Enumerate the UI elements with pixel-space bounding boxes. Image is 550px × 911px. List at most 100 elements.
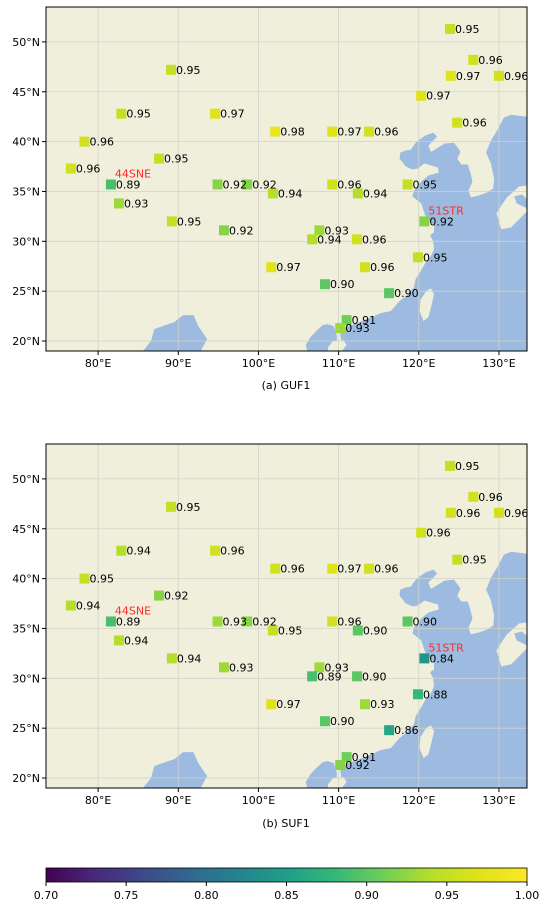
y-tick-label: 40°N bbox=[12, 136, 40, 149]
station-marker bbox=[166, 653, 177, 664]
station-value-label: 0.90 bbox=[330, 715, 355, 728]
station-marker bbox=[105, 616, 116, 627]
sea-area bbox=[514, 631, 527, 646]
station-value-label: 0.88 bbox=[423, 688, 448, 701]
x-tick-label: 130°E bbox=[482, 794, 515, 807]
station-marker bbox=[335, 760, 346, 771]
station-value-label: 0.97 bbox=[426, 90, 451, 103]
x-tick-label: 120°E bbox=[402, 357, 435, 370]
station-marker bbox=[412, 689, 423, 700]
station-value-label: 0.95 bbox=[126, 108, 150, 121]
station-value-label: 0.84 bbox=[429, 652, 454, 665]
x-tick-label: 130°E bbox=[482, 357, 515, 370]
station-marker bbox=[419, 653, 430, 664]
station-value-label: 0.96 bbox=[362, 233, 387, 246]
station-annotation: 44SNE bbox=[115, 604, 151, 617]
sea-area bbox=[514, 194, 527, 209]
y-tick-label: 20°N bbox=[12, 772, 40, 785]
station-marker bbox=[266, 262, 277, 273]
station-value-label: 0.94 bbox=[76, 600, 101, 613]
x-tick-label: 100°E bbox=[242, 357, 275, 370]
station-value-label: 0.91 bbox=[352, 314, 377, 327]
station-marker bbox=[341, 752, 352, 763]
station-value-label: 0.90 bbox=[363, 624, 388, 637]
station-value-label: 0.94 bbox=[278, 187, 303, 200]
station-marker bbox=[212, 179, 223, 190]
station-value-label: 0.95 bbox=[278, 624, 303, 637]
station-marker bbox=[314, 225, 325, 236]
station-marker bbox=[364, 563, 375, 574]
y-tick-label: 50°N bbox=[12, 36, 40, 49]
station-marker bbox=[402, 616, 413, 627]
station-annotation: 51STR bbox=[428, 204, 464, 217]
station-marker bbox=[113, 198, 124, 209]
station-value-label: 0.89 bbox=[317, 670, 342, 683]
map-panel-b: 0.950.960.96 0.960.950.960.94 0.960.950.96… bbox=[12, 443, 528, 807]
station-value-label: 0.93 bbox=[370, 698, 395, 711]
map-body bbox=[46, 7, 527, 351]
station-marker bbox=[319, 716, 330, 727]
island bbox=[419, 288, 434, 322]
y-tick-label: 20°N bbox=[12, 335, 40, 348]
station-value-label: 0.92 bbox=[252, 615, 276, 628]
station-value-label: 0.94 bbox=[124, 634, 148, 647]
station-value-label: 0.97 bbox=[337, 563, 362, 576]
station-marker bbox=[327, 126, 338, 137]
x-tick-label: 100°E bbox=[242, 794, 275, 807]
sea-area bbox=[143, 315, 208, 351]
station-marker bbox=[65, 600, 76, 611]
x-tick-label: 90°E bbox=[165, 794, 191, 807]
station-value-label: 0.98 bbox=[280, 126, 305, 139]
colorbar-gradient bbox=[45, 867, 528, 883]
sea-area bbox=[338, 114, 527, 351]
station-value-label: 0.96 bbox=[337, 178, 362, 191]
station-marker bbox=[445, 507, 456, 518]
station-value-label: 0.90 bbox=[394, 287, 419, 300]
station-marker bbox=[270, 563, 281, 574]
station-value-label: 0.96 bbox=[370, 261, 395, 274]
colorbar-tick-label: 0.80 bbox=[194, 889, 219, 902]
station-marker bbox=[352, 188, 363, 199]
x-tick-label: 80°E bbox=[85, 794, 111, 807]
station-marker bbox=[166, 216, 177, 227]
station-marker bbox=[210, 108, 221, 119]
station-value-label: 0.91 bbox=[352, 751, 377, 764]
colorbar-tick-label: 0.85 bbox=[274, 889, 299, 902]
y-tick-label: 25°N bbox=[12, 722, 40, 735]
station-value-label: 0.95 bbox=[462, 554, 487, 567]
y-tick-label: 50°N bbox=[12, 473, 40, 486]
island bbox=[499, 201, 515, 226]
x-tick-label: 90°E bbox=[165, 357, 191, 370]
station-value-label: 0.94 bbox=[126, 545, 150, 558]
map-frame bbox=[45, 6, 528, 352]
station-value-label: 0.96 bbox=[374, 563, 399, 576]
station-value-label: 0.96 bbox=[478, 54, 503, 67]
station-value-label: 0.96 bbox=[504, 70, 528, 83]
x-tick-label: 80°E bbox=[85, 357, 111, 370]
station-marker bbox=[416, 90, 427, 101]
x-tick-label: 110°E bbox=[322, 357, 355, 370]
station-marker bbox=[493, 507, 504, 518]
station-value-label: 0.95 bbox=[413, 178, 438, 191]
station-marker bbox=[307, 234, 318, 245]
station-value-label: 0.89 bbox=[116, 178, 141, 191]
station-marker bbox=[307, 671, 318, 682]
station-marker bbox=[79, 573, 90, 584]
station-value-label: 0.92 bbox=[345, 759, 370, 772]
station-marker bbox=[116, 545, 127, 556]
station-value-label: 0.95 bbox=[177, 215, 202, 228]
y-tick-label: 25°N bbox=[12, 285, 40, 298]
station-value-label: 0.95 bbox=[89, 573, 114, 586]
y-tick-label: 30°N bbox=[12, 235, 40, 248]
station-marker bbox=[267, 188, 278, 199]
station-marker bbox=[79, 136, 90, 147]
colorbar-tick-label: 0.75 bbox=[114, 889, 139, 902]
station-value-label: 0.92 bbox=[429, 215, 454, 228]
colorbar-tick-label: 0.70 bbox=[34, 889, 59, 902]
sea-area bbox=[305, 761, 337, 788]
station-value-label: 0.96 bbox=[374, 126, 399, 139]
station-value-label: 0.97 bbox=[337, 126, 362, 139]
station-value-label: 0.97 bbox=[456, 70, 481, 83]
station-value-label: 0.96 bbox=[76, 163, 101, 176]
